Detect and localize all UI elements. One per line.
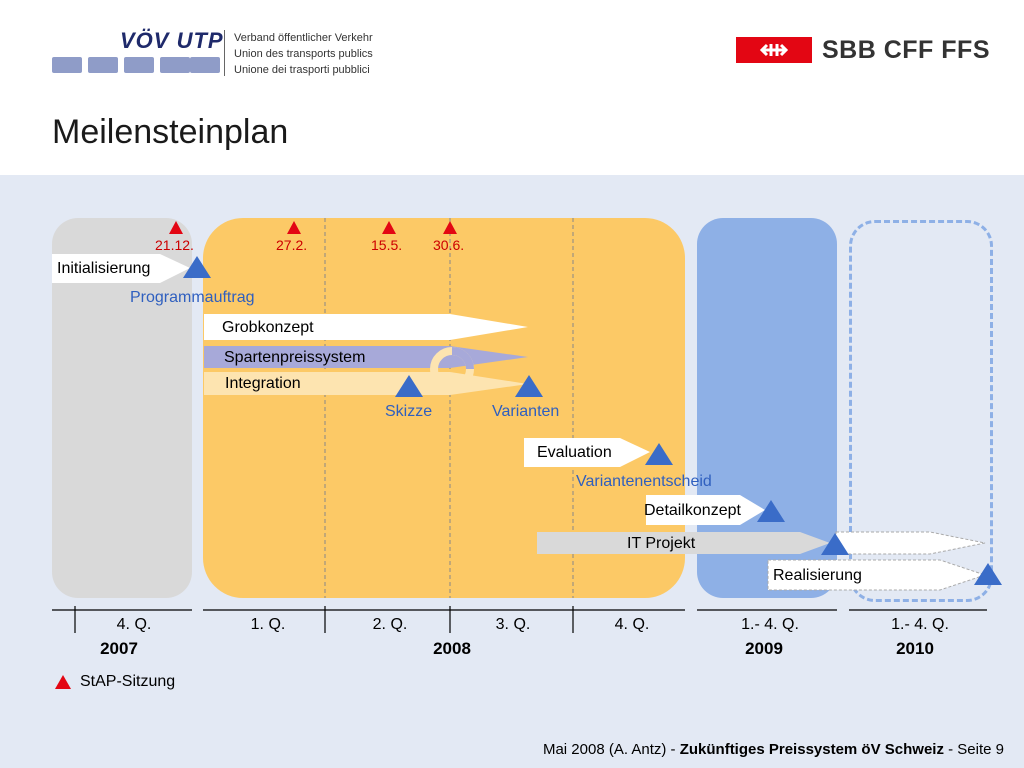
quarter-label: 1.- 4. Q. — [891, 616, 949, 633]
milestone-label-programmauftrag: Programmauftrag — [130, 289, 255, 306]
footer-prefix: Mai 2008 (A. Antz) - — [542, 741, 680, 758]
vouv-org-line-fr: Union des transports publics — [234, 48, 373, 60]
footer: Mai 2008 (A. Antz) - Zukünftiges Preissy… — [543, 741, 1004, 758]
label-evaluation: Evaluation — [537, 444, 612, 461]
header: VÖV UTP Verband öffentlicher Verkehr Uni… — [0, 0, 1024, 175]
legend-label: StAP-Sitzung — [80, 673, 176, 690]
milestone-detailkonzept-icon — [757, 500, 785, 522]
bar-grobkonzept — [204, 314, 528, 340]
bar-it-projekt — [537, 532, 830, 554]
stap-marker-icon — [287, 221, 301, 234]
milestone-varianten-icon — [515, 375, 543, 397]
stap-marker-icon — [443, 221, 457, 234]
label-spartenpreissystem: Spartenpreissystem — [224, 349, 366, 366]
vouv-logo-block — [124, 57, 154, 73]
vouv-logo-block — [88, 57, 118, 73]
stap-date: 21.12. — [155, 237, 194, 253]
bar-realisierung — [767, 559, 987, 591]
milestone-skizze-icon — [395, 375, 423, 397]
bar-detailkonzept — [646, 495, 765, 525]
year-label: 2008 — [433, 639, 471, 658]
stap-marker-icon — [169, 221, 183, 234]
vouv-logo-block — [160, 57, 190, 73]
milestone-programmauftrag-icon — [183, 256, 211, 278]
bar-evaluation — [524, 438, 650, 467]
label-integration: Integration — [225, 375, 301, 392]
bar-it-projekt-continuation — [835, 531, 986, 555]
sbb-logo-text: SBB CFF FFS — [822, 36, 990, 64]
year-label: 2009 — [745, 639, 783, 658]
milestone-label-skizze: Skizze — [385, 403, 433, 420]
milestone-it-projekt-icon — [821, 533, 849, 555]
panel-2010 — [849, 220, 993, 602]
stap-date: 30.6. — [433, 237, 465, 253]
footer-title: Zukünftiges Preissystem öV Schweiz — [679, 741, 944, 758]
label-realisierung: Realisierung — [773, 567, 862, 584]
milestone-variantenentscheid-icon — [645, 443, 673, 465]
legend-stap-icon — [55, 675, 71, 689]
quarter-label: 2. Q. — [372, 616, 408, 633]
label-grobkonzept: Grobkonzept — [222, 319, 314, 336]
merge-arc-icon — [451, 347, 474, 370]
stap-date: 27.2. — [276, 237, 308, 253]
label-it-projekt: IT Projekt — [627, 535, 696, 552]
label-initialisierung: Initialisierung — [57, 260, 151, 277]
stap-date: 15.5. — [371, 237, 403, 253]
year-label: 2010 — [896, 639, 934, 658]
vouv-logo-block — [52, 57, 82, 73]
page-title: Meilensteinplan — [52, 113, 289, 151]
milestone-label-variantenentscheid: Variantenentscheid — [576, 473, 712, 490]
quarter-label: 4. Q. — [614, 616, 650, 633]
stap-marker-icon — [382, 221, 396, 234]
milestone-realisierung-icon — [974, 563, 1002, 585]
vouv-logo-title: VÖV UTP — [120, 28, 224, 53]
sbb-logo-icon — [736, 37, 812, 63]
vouv-org-line-de: Verband öffentlicher Verkehr — [234, 32, 373, 44]
milestone-label-varianten: Varianten — [492, 403, 560, 420]
vouv-logo-divider — [224, 30, 225, 76]
quarter-label: 1. Q. — [250, 616, 286, 633]
bar-initialisierung — [52, 254, 190, 283]
vouv-org-line-it: Unione dei trasporti pubblici — [234, 64, 370, 76]
label-detailkonzept: Detailkonzept — [644, 502, 741, 519]
quarter-label: 3. Q. — [495, 616, 531, 633]
vouv-logo-block — [190, 57, 220, 73]
footer-suffix: - Seite 9 — [943, 741, 1004, 758]
quarter-label: 1.- 4. Q. — [741, 616, 799, 633]
year-label: 2007 — [100, 639, 138, 658]
quarter-label: 4. Q. — [116, 616, 152, 633]
